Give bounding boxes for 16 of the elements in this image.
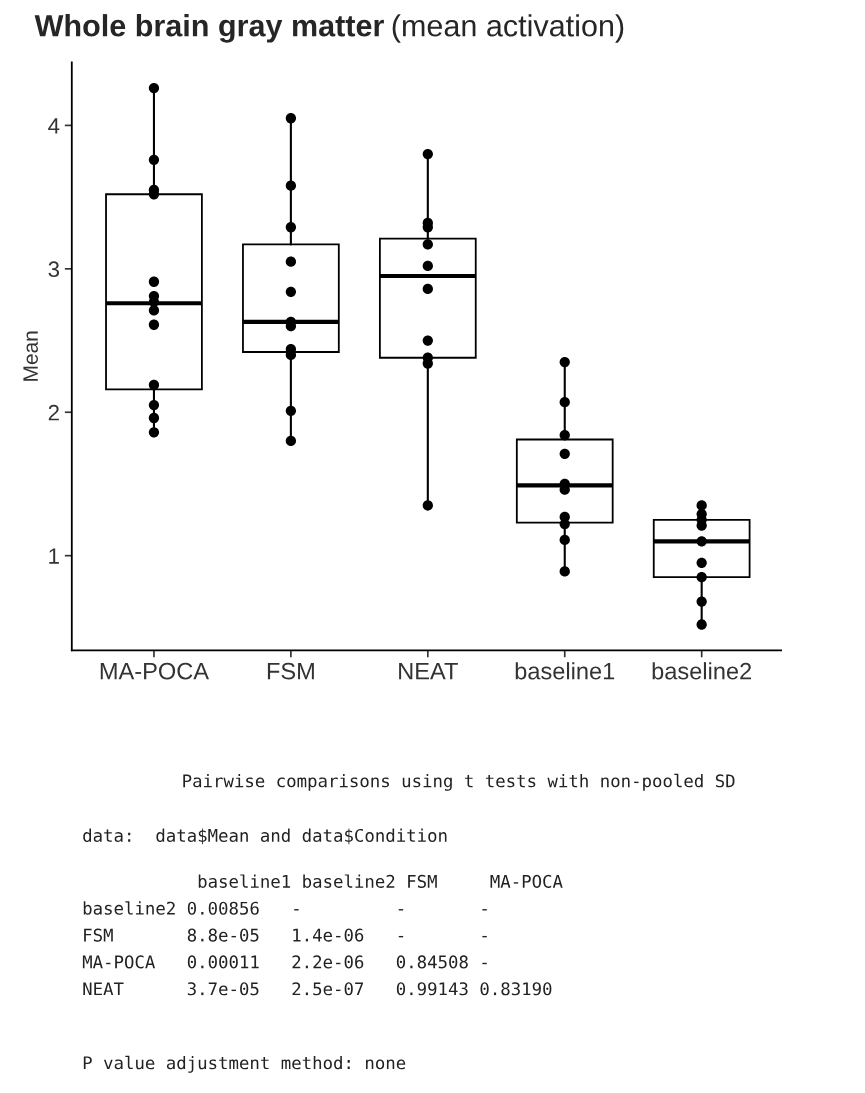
x-tick-label: MA-POCA [100,662,209,680]
x-tick-label: baseline1 [515,662,615,680]
x-tick-label: baseline2 [652,662,752,680]
text: data: data$Mean and data$Condition [83,828,447,845]
y-tick-label: 3 [48,261,60,278]
chart-title: Whole brain gray matter [34,14,384,43]
x-tick-label: FSM [267,662,314,680]
text: P value adjustment method: none [83,1055,406,1073]
x-tick-label: NEAT [399,663,458,680]
y-tick-label: 2 [48,404,59,421]
y-tick-label: 1 [49,548,59,564]
y-tick-label: 4 [48,118,60,134]
text: baseline1 baseline2 FSM MA-POCA baseline2 0.00856 - - - FSM 8.8e-05 1.4e-06 - - MA-POCA 0.00011 2.2e-06 0.84508 - NEAT 3.7e-05 2.5e-07 0.99143 0.83190 [82,874,563,996]
chart-subtitle: (mean activation) [392,14,624,43]
text: Pairwise comparisons using t tests with non-pooled SD [183,773,735,791]
y-axis-title: Mean [23,331,38,381]
